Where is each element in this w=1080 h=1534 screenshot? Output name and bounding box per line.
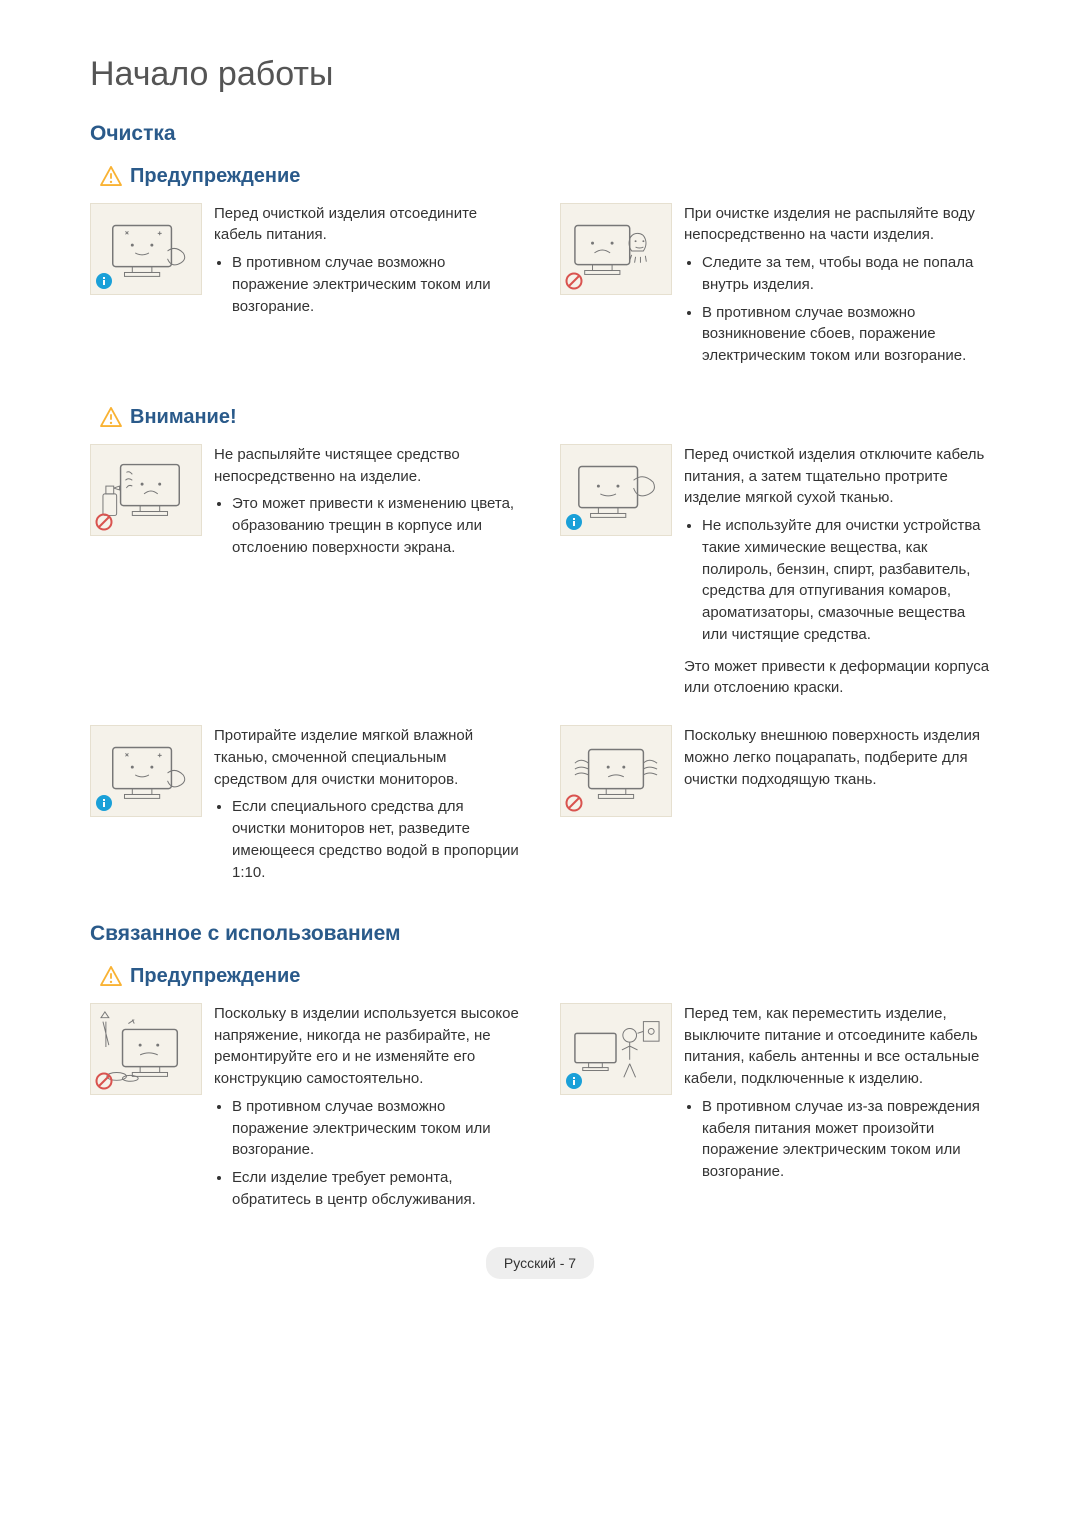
- bullet: В противном случае из-за повреждения каб…: [702, 1096, 990, 1183]
- block-text: Поскольку внешнюю поверхность изделия мо…: [684, 725, 990, 790]
- block-text: Перед очисткой изделия отсоедините кабел…: [214, 203, 520, 247]
- block-no-disassemble: Поскольку в изделии используется высокое…: [90, 1003, 520, 1217]
- page-footer: Русский - 7: [90, 1247, 990, 1279]
- illustration: [90, 1003, 202, 1095]
- page-title: Начало работы: [90, 50, 990, 99]
- info-badge-icon: [95, 794, 113, 812]
- prohibit-badge-icon: [95, 513, 113, 531]
- illustration: [560, 203, 672, 295]
- block-text: При очистке изделия не распыляйте воду н…: [684, 203, 990, 247]
- bullet: Если изделие требует ремонта, обратитесь…: [232, 1167, 520, 1211]
- prohibit-badge-icon: [565, 794, 583, 812]
- heading-warning-1: Предупреждение: [100, 162, 990, 191]
- illustration: [560, 444, 672, 536]
- warning-label: Предупреждение: [130, 962, 300, 991]
- block-text: Перед очисткой изделия отключите кабель …: [684, 444, 990, 509]
- section-cleaning: Очистка: [90, 119, 990, 149]
- info-badge-icon: [95, 272, 113, 290]
- section-usage: Связанное с использованием: [90, 919, 990, 949]
- block-text: Перед тем, как переместить изделие, выкл…: [684, 1003, 990, 1090]
- bullet: Если специального средства для очистки м…: [232, 796, 520, 883]
- prohibit-badge-icon: [95, 1072, 113, 1090]
- prohibit-badge-icon: [565, 272, 583, 290]
- heading-warning-2: Предупреждение: [100, 962, 990, 991]
- bullet: В противном случае возможно поражение эл…: [232, 1096, 520, 1161]
- illustration: [90, 444, 202, 536]
- block-wipe-damp-cloth: Протирайте изделие мягкой влажной тканью…: [90, 725, 520, 889]
- info-badge-icon: [565, 1072, 583, 1090]
- info-badge-icon: [565, 513, 583, 531]
- block-text: Поскольку в изделии используется высокое…: [214, 1003, 520, 1090]
- illustration: [90, 725, 202, 817]
- block-unplug-before-move: Перед тем, как переместить изделие, выкл…: [560, 1003, 990, 1217]
- warning-triangle-icon: [100, 966, 122, 986]
- block-no-spray-cleaner: Не распыляйте чистящее средство непосред…: [90, 444, 520, 705]
- warning-label: Предупреждение: [130, 162, 300, 191]
- block-extra: Это может привести к деформации корпуса …: [684, 656, 990, 700]
- bullet: Это может привести к изменению цвета, об…: [232, 493, 520, 558]
- block-text: Не распыляйте чистящее средство непосред…: [214, 444, 520, 488]
- illustration: [90, 203, 202, 295]
- block-text: Протирайте изделие мягкой влажной тканью…: [214, 725, 520, 790]
- illustration: [560, 1003, 672, 1095]
- block-no-spray-water: При очистке изделия не распыляйте воду н…: [560, 203, 990, 373]
- bullet: Не используйте для очистки устройства та…: [702, 515, 990, 646]
- block-unplug-before-clean: Перед очисткой изделия отсоедините кабел…: [90, 203, 520, 373]
- bullet: В противном случае возможно поражение эл…: [232, 252, 520, 317]
- block-scratch-warning: Поскольку внешнюю поверхность изделия мо…: [560, 725, 990, 889]
- bullet: В противном случае возможно возникновени…: [702, 302, 990, 367]
- heading-attention: Внимание!: [100, 403, 990, 432]
- warning-triangle-icon: [100, 166, 122, 186]
- attention-label: Внимание!: [130, 403, 237, 432]
- warning-triangle-icon: [100, 407, 122, 427]
- illustration: [560, 725, 672, 817]
- page-number: Русский - 7: [486, 1247, 594, 1279]
- bullet: Следите за тем, чтобы вода не попала вну…: [702, 252, 990, 296]
- block-wipe-dry-cloth: Перед очисткой изделия отключите кабель …: [560, 444, 990, 705]
